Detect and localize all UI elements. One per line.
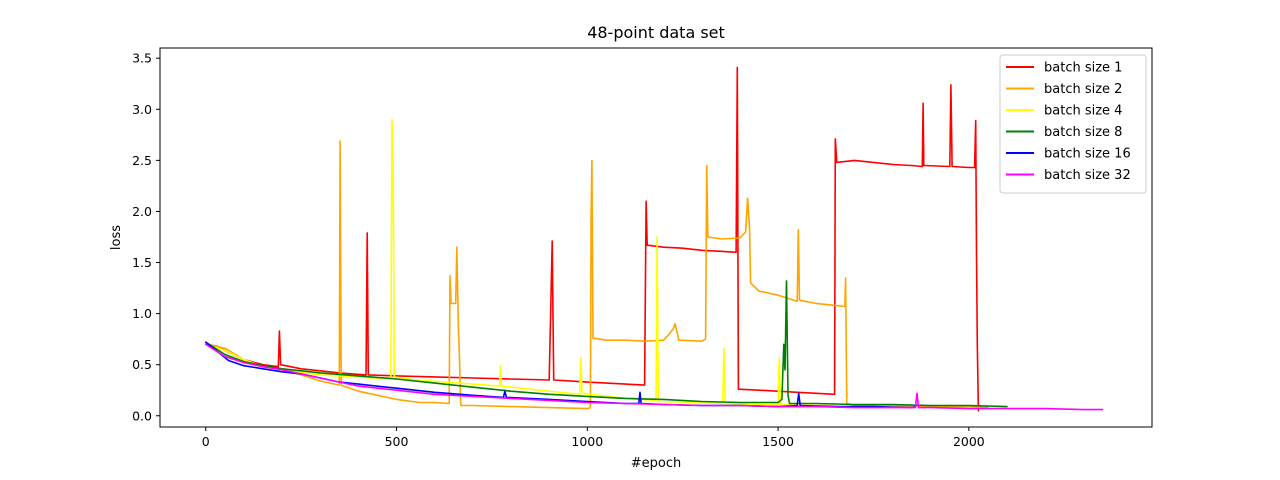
y-axis-label: loss: [109, 225, 124, 250]
x-tick-label: 2000: [953, 434, 985, 449]
legend-label: batch size 1: [1044, 61, 1122, 76]
series-line-batch-size-16: [205, 341, 917, 409]
x-tick-label: 1000: [571, 434, 603, 449]
series-line-batch-size-4: [205, 118, 837, 407]
legend-label: batch size 16: [1044, 147, 1131, 162]
series-line-batch-size-1: [205, 66, 980, 412]
y-tick-label: 2.0: [132, 204, 152, 219]
plot-area: [205, 66, 1104, 412]
x-axis-ticks: 0 500 1000 1500 2000: [202, 427, 985, 449]
series-line-batch-size-2: [205, 140, 989, 410]
y-tick-label: 1.0: [132, 306, 152, 321]
x-axis-label: #epoch: [631, 456, 681, 471]
legend-label: batch size 32: [1044, 168, 1131, 183]
y-tick-label: 3.0: [132, 102, 152, 117]
y-tick-label: 3.5: [132, 51, 152, 66]
legend-box: [999, 54, 1147, 194]
x-tick-label: 500: [385, 434, 409, 449]
legend-label: batch size 4: [1044, 104, 1122, 119]
x-tick-label: 1500: [762, 434, 794, 449]
series-line-batch-size-8: [205, 280, 1008, 408]
y-axis-ticks: 0.0 0.5 1.0 1.5 2.0 2.5 3.0 3.5: [132, 51, 160, 423]
legend-label: batch size 8: [1044, 125, 1122, 140]
y-tick-label: 1.5: [132, 255, 152, 270]
series-line-batch-size-32: [205, 343, 1104, 411]
y-tick-label: 2.5: [132, 153, 152, 168]
legend-label: batch size 2: [1044, 82, 1122, 97]
legend: batch size 1 batch size 2 batch size 4 batc…: [999, 54, 1147, 194]
chart-title: 48-point data set: [587, 23, 725, 42]
y-tick-label: 0.0: [132, 408, 152, 423]
y-tick-label: 0.5: [132, 357, 152, 372]
axes-frame: [159, 47, 1153, 428]
x-tick-label: 0: [202, 434, 210, 449]
